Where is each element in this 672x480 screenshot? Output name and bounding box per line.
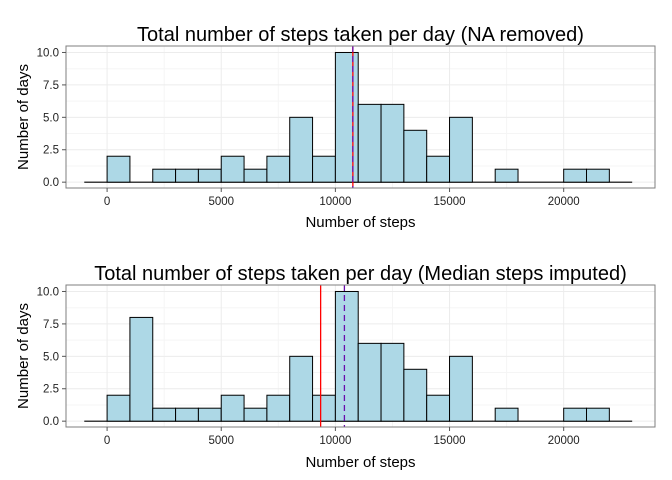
x-tick-label: 10000 [319, 196, 351, 208]
histogram-bar [494, 168, 519, 183]
histogram-bar [563, 407, 588, 422]
histogram-bar [403, 368, 428, 422]
y-tick-label: 2.5 [43, 145, 59, 157]
histogram-bar [220, 155, 245, 183]
y-tick-label: 7.5 [43, 80, 59, 92]
histogram-bar [494, 407, 519, 422]
x-tick-label: 15000 [434, 196, 466, 208]
x-tick-label: 0 [104, 435, 110, 447]
x-tick-label: 5000 [208, 435, 234, 447]
histogram-bar [243, 407, 268, 422]
histogram-bar [403, 129, 428, 183]
histogram-bar [426, 155, 451, 183]
histogram-bar [197, 407, 222, 422]
x-tick-label: 15000 [434, 435, 466, 447]
y-tick-label: 2.5 [43, 384, 59, 396]
chart-panel-2: 0 5000 10000 15000 20000 0.0 2.5 5.0 7.5 10.0 Tota… [15, 263, 656, 471]
y-tick-label: 0.0 [43, 177, 59, 189]
histogram-bar [243, 168, 268, 183]
histogram-bar [266, 155, 291, 183]
histogram-bar [380, 103, 405, 183]
y-tick-label: 10.0 [37, 47, 59, 59]
histogram-bar [449, 116, 473, 183]
y-tick-label: 5.0 [43, 351, 59, 363]
x-axis-label: Number of steps [305, 214, 415, 231]
histogram-bar [152, 168, 177, 183]
histogram-bar [426, 394, 451, 422]
y-tick-label: 10.0 [37, 286, 59, 298]
x-tick-label: 20000 [548, 435, 580, 447]
chart-title: Total number of steps taken per day (NA … [137, 24, 584, 46]
y-tick-label: 5.0 [43, 112, 59, 124]
histogram-bar [289, 116, 314, 183]
histogram-bar [563, 168, 588, 183]
x-tick-label: 20000 [548, 196, 580, 208]
histogram-bar [152, 407, 177, 422]
histogram-bar [289, 355, 314, 422]
histogram-bar [106, 155, 131, 183]
histogram-bar [357, 103, 382, 183]
histogram-bar [334, 51, 359, 183]
histogram-bar [129, 316, 154, 422]
histogram-bar [312, 394, 336, 422]
histogram-bar [586, 168, 610, 183]
histogram-bar [449, 355, 473, 422]
histogram-bar [106, 394, 131, 422]
x-tick-label: 10000 [319, 435, 351, 447]
histogram-bar [175, 407, 199, 422]
x-tick-label: 5000 [208, 196, 234, 208]
histogram-bar [175, 168, 199, 183]
y-tick-label: 7.5 [43, 319, 59, 331]
histogram-bar [586, 407, 610, 422]
histogram-bar [380, 342, 405, 422]
histogram-bar [197, 168, 222, 183]
histogram-bar [220, 394, 245, 422]
y-axis-label: Number of days [15, 64, 32, 170]
histogram-bar [357, 342, 382, 422]
chart-panel-1: 0 5000 10000 15000 20000 0.0 2.5 5.0 7.5 10.0 Tota… [15, 24, 656, 231]
y-axis-label: Number of days [15, 303, 32, 409]
histogram-bar [334, 290, 359, 422]
y-tick-label: 0.0 [43, 416, 59, 428]
chart-title: Total number of steps taken per day (Med… [94, 263, 627, 285]
x-axis-label: Number of steps [305, 454, 415, 471]
histogram-bar [266, 394, 291, 422]
histogram-bar [312, 155, 336, 183]
x-tick-label: 0 [104, 196, 110, 208]
